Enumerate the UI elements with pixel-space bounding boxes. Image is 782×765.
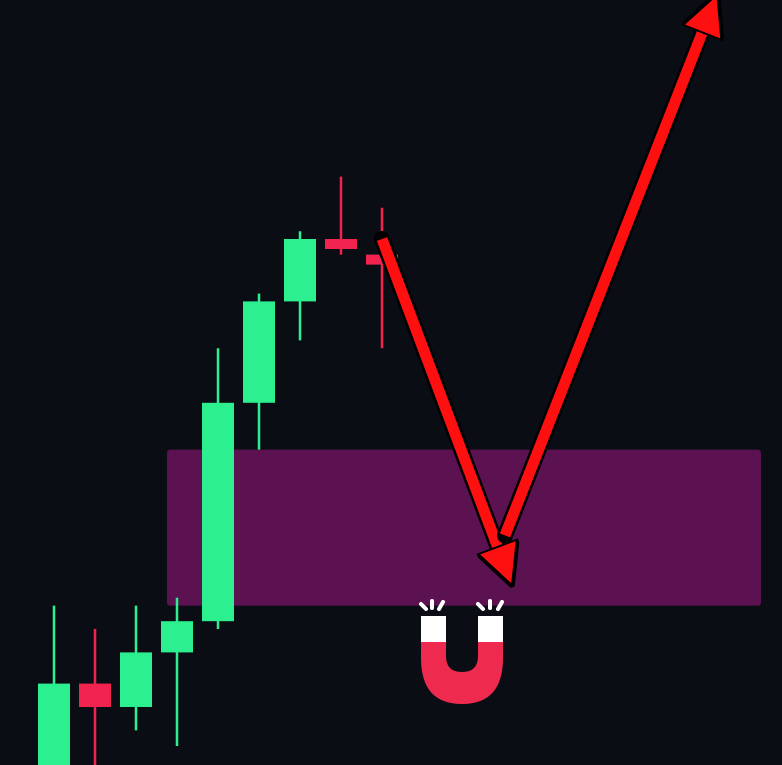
- magnet-icon: [419, 599, 504, 704]
- candles-layer: [38, 176, 398, 765]
- candle: [79, 629, 111, 765]
- zone-layer: [167, 449, 761, 606]
- candle: [202, 348, 234, 629]
- magnet-sparks: [419, 599, 504, 611]
- candle-body: [38, 683, 70, 765]
- candle-body: [325, 239, 357, 249]
- candle-body: [161, 621, 193, 653]
- candle: [38, 605, 70, 765]
- arrows-layer: [374, 13, 710, 567]
- candle-body: [284, 239, 316, 302]
- candle: [120, 605, 152, 731]
- candle-body: [120, 652, 152, 707]
- path-arrow: [376, 237, 505, 567]
- magnet-tip-right: [478, 616, 503, 642]
- path-arrow: [499, 13, 710, 538]
- candle: [161, 597, 193, 746]
- demand-zone: [167, 449, 761, 606]
- candle-body: [202, 402, 234, 622]
- candle: [243, 293, 275, 450]
- candle-body: [79, 683, 111, 707]
- candle: [325, 176, 357, 255]
- candle: [284, 231, 316, 341]
- candle-body: [243, 301, 275, 403]
- magnet-tip-left: [421, 616, 446, 642]
